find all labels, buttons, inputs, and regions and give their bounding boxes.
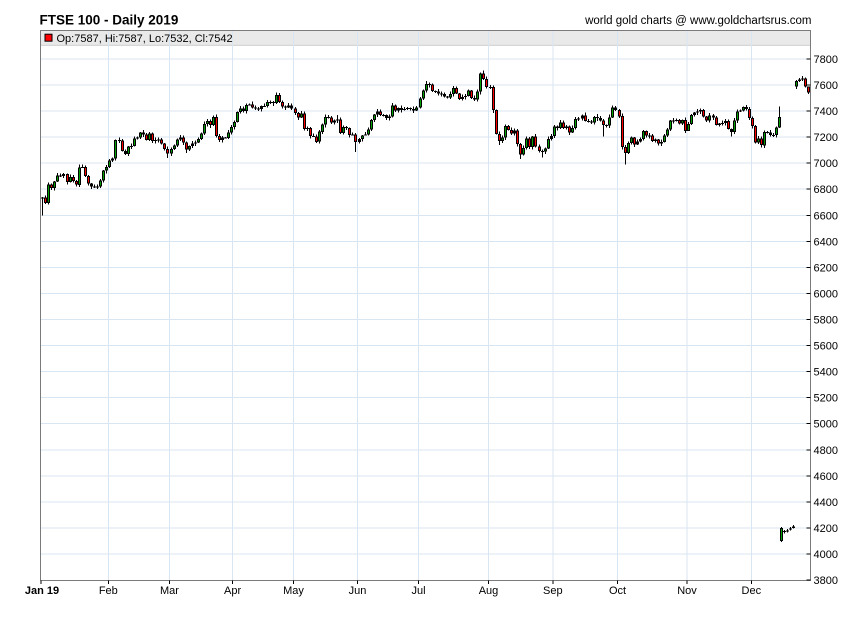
- svg-text:FTSE 100 - Daily 2019: FTSE 100 - Daily 2019: [40, 12, 179, 27]
- svg-text:Dec: Dec: [742, 585, 762, 597]
- svg-text:4200: 4200: [814, 523, 838, 535]
- svg-text:5600: 5600: [814, 341, 838, 353]
- svg-text:7000: 7000: [814, 158, 838, 170]
- svg-text:Mar: Mar: [160, 585, 179, 597]
- svg-text:4800: 4800: [814, 445, 838, 457]
- svg-text:7600: 7600: [814, 80, 838, 92]
- svg-text:3800: 3800: [814, 575, 838, 587]
- svg-text:Op:7587, Hi:7587, Lo:7532, Cl:: Op:7587, Hi:7587, Lo:7532, Cl:7542: [57, 33, 233, 45]
- svg-text:Feb: Feb: [99, 585, 118, 597]
- svg-text:4000: 4000: [814, 549, 838, 561]
- svg-text:Oct: Oct: [609, 585, 626, 597]
- svg-text:4600: 4600: [814, 471, 838, 483]
- svg-text:world gold charts @ www.goldch: world gold charts @ www.goldchartsrus.co…: [584, 15, 811, 27]
- svg-text:Jun: Jun: [349, 585, 367, 597]
- svg-text:Aug: Aug: [479, 585, 499, 597]
- svg-text:7800: 7800: [814, 54, 838, 66]
- svg-text:6200: 6200: [814, 262, 838, 274]
- svg-text:Sep: Sep: [543, 585, 563, 597]
- svg-text:Nov: Nov: [677, 585, 697, 597]
- svg-text:5400: 5400: [814, 367, 838, 379]
- svg-text:6800: 6800: [814, 184, 838, 196]
- svg-text:5000: 5000: [814, 419, 838, 431]
- svg-text:6600: 6600: [814, 210, 838, 222]
- svg-text:6400: 6400: [814, 236, 838, 248]
- svg-text:7400: 7400: [814, 106, 838, 118]
- svg-text:7200: 7200: [814, 132, 838, 144]
- svg-text:5800: 5800: [814, 315, 838, 327]
- svg-text:May: May: [283, 585, 304, 597]
- svg-text:4400: 4400: [814, 497, 838, 509]
- svg-text:Jan 19: Jan 19: [25, 585, 59, 597]
- svg-text:6000: 6000: [814, 288, 838, 300]
- svg-text:Jul: Jul: [411, 585, 425, 597]
- svg-text:5200: 5200: [814, 393, 838, 405]
- svg-text:Apr: Apr: [224, 585, 241, 597]
